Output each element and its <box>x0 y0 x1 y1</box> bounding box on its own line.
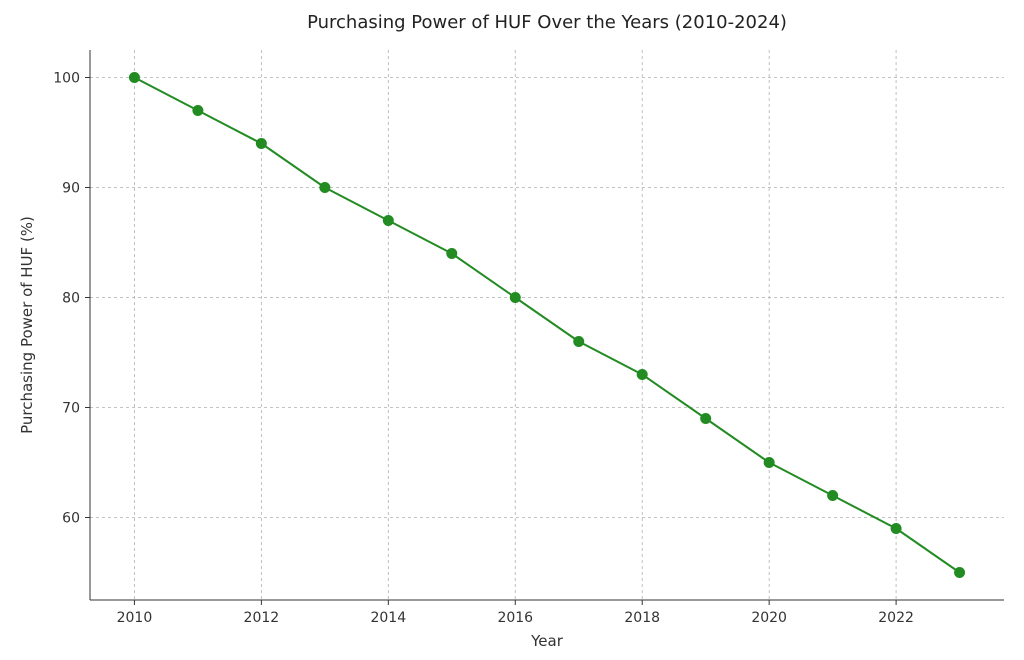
data-marker <box>637 370 647 380</box>
x-tick-label: 2018 <box>624 610 660 626</box>
x-tick-label: 2010 <box>117 610 153 626</box>
data-marker <box>574 337 584 347</box>
data-marker <box>828 491 838 501</box>
y-tick-label: 100 <box>53 71 80 87</box>
chart-background <box>0 0 1024 660</box>
data-marker <box>129 73 139 83</box>
data-marker <box>447 249 457 259</box>
y-tick-label: 60 <box>62 511 80 527</box>
data-marker <box>320 183 330 193</box>
line-chart: 2010 2012 2014 2016 2018 2020 2022 60 70 80 90 100 Y… <box>0 0 1024 660</box>
x-tick-label: 2014 <box>370 610 406 626</box>
x-tick-label: 2016 <box>497 610 533 626</box>
data-marker <box>891 524 901 534</box>
y-axis-label: Purchasing Power of HUF (%) <box>18 216 36 434</box>
data-marker <box>955 568 965 578</box>
data-marker <box>510 293 520 303</box>
data-marker <box>256 139 266 149</box>
data-marker <box>701 414 711 424</box>
x-tick-label: 2012 <box>244 610 280 626</box>
y-tick-label: 90 <box>62 181 80 197</box>
chart-container: 2010 2012 2014 2016 2018 2020 2022 60 70 80 90 100 Y… <box>0 0 1024 660</box>
x-tick-label: 2020 <box>751 610 787 626</box>
y-tick-label: 70 <box>62 401 80 417</box>
data-marker <box>764 458 774 468</box>
data-marker <box>383 216 393 226</box>
data-marker <box>193 106 203 116</box>
x-tick-label: 2022 <box>878 610 914 626</box>
x-axis-label: Year <box>530 632 564 650</box>
chart-title: Purchasing Power of HUF Over the Years (… <box>307 12 787 33</box>
y-tick-label: 80 <box>62 291 80 307</box>
